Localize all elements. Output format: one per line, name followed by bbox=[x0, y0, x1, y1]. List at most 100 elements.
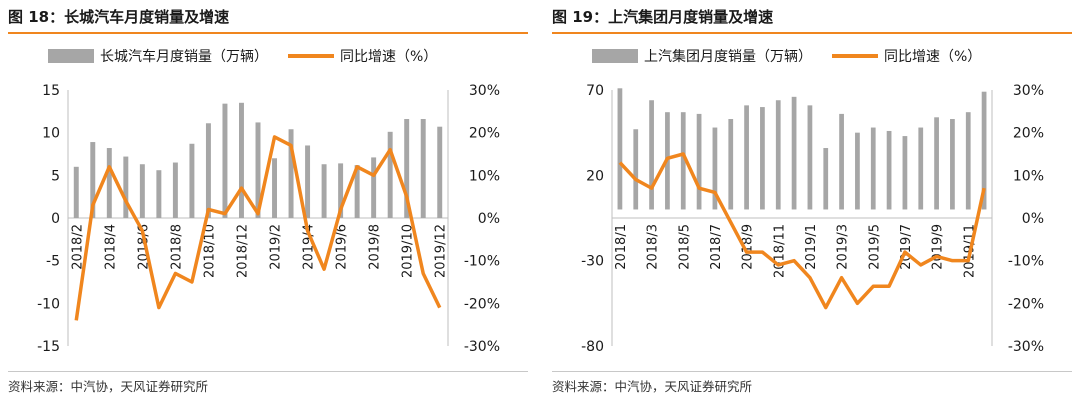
bar bbox=[775, 100, 781, 210]
growth-line bbox=[618, 152, 986, 310]
chart-title: 图 19：上汽集团月度销量及增速 bbox=[552, 8, 774, 26]
bar bbox=[354, 165, 360, 218]
legend-swatch-bars bbox=[592, 49, 638, 63]
chart-title: 图 18：长城汽车月度销量及增速 bbox=[8, 8, 230, 26]
bar bbox=[73, 166, 79, 218]
legend-label-bars: 长城汽车月度销量（万辆） bbox=[100, 48, 268, 65]
left-axis-tick-label: -80 bbox=[581, 339, 604, 355]
bar bbox=[965, 112, 971, 210]
right-axis-tick-label: -20% bbox=[464, 296, 500, 312]
bar bbox=[172, 162, 178, 218]
category-tick-label: 2019/2 bbox=[269, 224, 284, 270]
right-axis-tick-label: 0% bbox=[1022, 211, 1044, 227]
bar bbox=[886, 130, 892, 210]
category-tick-label: 2019/10 bbox=[401, 224, 416, 278]
category-tick-label: 2018/7 bbox=[709, 224, 724, 270]
bar bbox=[981, 91, 987, 210]
legend-swatch-bars bbox=[48, 49, 94, 63]
category-tick-label: 2018/11 bbox=[772, 224, 787, 278]
right-axis-tick-label: -10% bbox=[464, 254, 500, 270]
category-tick-label: 2019/4 bbox=[302, 224, 317, 270]
source-divider bbox=[8, 371, 528, 372]
bar bbox=[902, 136, 908, 210]
bar bbox=[649, 100, 654, 210]
category-tick-label: 2018/9 bbox=[741, 224, 756, 270]
legend-label-bars: 上汽集团月度销量（万辆） bbox=[644, 48, 812, 65]
bar bbox=[387, 131, 393, 218]
bar bbox=[617, 88, 623, 210]
bar bbox=[305, 145, 311, 218]
bar bbox=[106, 148, 112, 218]
chart-panel-great-wall: 图 18：长城汽车月度销量及增速 长城汽车月度销量（万辆） 同比增速（%） 15 10… bbox=[8, 0, 530, 400]
left-axis-tick-label: -15 bbox=[37, 339, 60, 355]
bar bbox=[371, 157, 377, 218]
bar bbox=[404, 119, 410, 218]
title-divider bbox=[8, 32, 528, 34]
category-tick-label: 2018/12 bbox=[235, 224, 250, 278]
bar bbox=[807, 105, 813, 210]
bar bbox=[255, 122, 261, 218]
bar bbox=[272, 158, 277, 218]
right-axis-tick-label: 0% bbox=[478, 211, 500, 227]
category-tick-label: 2018/10 bbox=[202, 224, 217, 278]
left-axis-tick-label: -5 bbox=[46, 254, 60, 270]
right-axis-tick-label: -20% bbox=[1008, 296, 1044, 312]
bar bbox=[934, 117, 939, 210]
legend-label-line: 同比增速（%） bbox=[340, 49, 437, 65]
right-axis-tick-label: -10% bbox=[1008, 254, 1044, 270]
bar bbox=[633, 129, 639, 210]
source-divider bbox=[552, 371, 1072, 372]
bar bbox=[839, 113, 844, 210]
right-axis-tick-label: 20% bbox=[1013, 126, 1044, 142]
bar bbox=[870, 127, 876, 210]
bar bbox=[696, 113, 702, 210]
bar bbox=[239, 102, 244, 218]
chart-canvas: 上汽集团月度销量（万辆） 同比增速（%） 70 20 -30 -80 30% 20% 10% 0%… bbox=[581, 48, 1044, 355]
right-axis-tick-label: -30% bbox=[1008, 339, 1044, 355]
source-note: 资料来源：中汽协，天风证券研究所 bbox=[8, 379, 209, 394]
legend-label-line: 同比增速（%） bbox=[884, 49, 981, 65]
bar bbox=[950, 119, 955, 210]
bar bbox=[712, 127, 718, 210]
bar bbox=[855, 132, 860, 210]
source-note: 资料来源：中汽协，天风证券研究所 bbox=[552, 379, 753, 394]
right-axis-tick-label: 30% bbox=[469, 83, 500, 99]
bar bbox=[918, 127, 924, 210]
right-axis-tick-label: 10% bbox=[469, 168, 500, 184]
bar bbox=[222, 103, 228, 218]
bar bbox=[791, 96, 797, 210]
category-tick-label: 2018/8 bbox=[169, 224, 184, 270]
category-tick-label: 2019/12 bbox=[434, 224, 449, 278]
bar bbox=[728, 119, 734, 210]
bar bbox=[189, 143, 195, 218]
left-axis-tick-label: -30 bbox=[581, 254, 604, 270]
bar bbox=[437, 126, 443, 218]
chart-canvas: 长城汽车月度销量（万辆） 同比增速（%） 15 10 5 0 -5 -10 -15 30% 20% 1… bbox=[37, 48, 500, 355]
growth-line bbox=[74, 135, 442, 321]
left-axis-tick-label: 70 bbox=[586, 83, 604, 99]
bar bbox=[156, 170, 162, 218]
category-tick-label: 2019/8 bbox=[368, 224, 383, 270]
left-axis-tick-label: 5 bbox=[51, 168, 60, 184]
category-tick-label: 2019/3 bbox=[836, 224, 851, 270]
bar bbox=[680, 112, 686, 210]
bar bbox=[90, 142, 96, 218]
bar bbox=[123, 156, 129, 218]
left-axis-tick-label: 0 bbox=[51, 211, 60, 227]
right-axis-tick-label: 20% bbox=[469, 126, 500, 142]
title-divider bbox=[552, 32, 1072, 34]
bar bbox=[139, 164, 145, 218]
bar bbox=[321, 164, 327, 218]
right-axis-tick-label: 10% bbox=[1013, 168, 1044, 184]
category-tick-label: 2019/1 bbox=[804, 224, 819, 270]
category-tick-label: 2018/4 bbox=[103, 224, 118, 270]
bar bbox=[420, 119, 426, 218]
bar bbox=[744, 105, 749, 210]
bar bbox=[338, 163, 344, 218]
bar bbox=[760, 107, 765, 210]
category-tick-label: 2018/2 bbox=[70, 224, 85, 270]
left-axis-tick-label: 15 bbox=[42, 83, 60, 99]
right-axis-tick-label: 30% bbox=[1013, 83, 1044, 99]
category-tick-label: 2018/3 bbox=[646, 224, 661, 270]
left-axis-tick-label: 10 bbox=[42, 126, 60, 142]
